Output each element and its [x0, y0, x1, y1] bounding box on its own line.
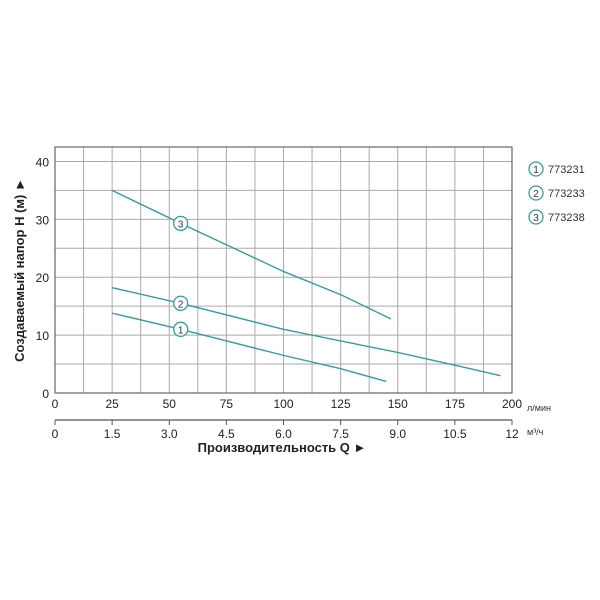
x2-tick-label: 1.5 — [104, 427, 121, 441]
curve-marker-number: 2 — [178, 299, 184, 310]
y-tick-label: 30 — [36, 213, 50, 227]
x2-tick-label: 3.0 — [161, 427, 178, 441]
curve-773233 — [111, 286, 501, 377]
y-tick-label: 0 — [42, 387, 49, 401]
x2-tick-label: 7.5 — [332, 427, 349, 441]
x2-tick-label: 12 — [505, 427, 519, 441]
legend-marker-number: 1 — [533, 165, 539, 176]
x-tick-label: 25 — [105, 397, 119, 411]
curves: 1 2 3 — [111, 189, 501, 383]
x2-tick-label: 4.5 — [218, 427, 235, 441]
x2-tick-label: 9.0 — [389, 427, 406, 441]
legend-marker-circle — [528, 209, 544, 225]
y-axis-label: Создаваемый напор H (м) ► — [12, 178, 27, 362]
y-tick-label: 20 — [36, 271, 50, 285]
plot-frame — [54, 146, 513, 394]
x2-tick-label: 6.0 — [275, 427, 292, 441]
curve-773238 — [111, 189, 392, 320]
curve-773231 — [111, 312, 387, 383]
curve-marker-number: 1 — [178, 325, 184, 336]
x-tick-label: 150 — [388, 397, 408, 411]
x2-tick-label: 10.5 — [443, 427, 467, 441]
legend-entry: 773231 — [548, 164, 585, 176]
legend-entry: 773238 — [548, 212, 585, 224]
x-tick-label: 100 — [273, 397, 293, 411]
y-tick-label: 10 — [36, 329, 50, 343]
legend-entry: 773233 — [548, 188, 585, 200]
grid — [54, 146, 513, 421]
y-tick-label: 40 — [36, 155, 50, 169]
legend-marker-number: 2 — [533, 189, 539, 200]
legend: 1 773231 2 773233 3 773238 — [528, 161, 585, 225]
curve-marker-circle — [173, 295, 189, 311]
x-tick-label: 175 — [445, 397, 465, 411]
tick-labels: 00251.5503.0754.51006.01257.51509.017510… — [36, 155, 523, 441]
legend-marker-circle — [528, 161, 544, 177]
legend-marker-number: 3 — [533, 213, 539, 224]
x-tick-label: 125 — [331, 397, 351, 411]
x-unit-label: л/мин — [527, 403, 551, 413]
legend-marker-circle — [528, 185, 544, 201]
x2-tick-label: 0 — [52, 427, 59, 441]
x-axis-label: Производительность Q ► — [198, 440, 367, 455]
x-tick-label: 0 — [52, 397, 59, 411]
curve-marker-circle — [173, 215, 189, 232]
curve-marker-number: 3 — [178, 219, 184, 230]
x2-unit-label: м³/ч — [527, 427, 544, 437]
x-tick-label: 200 — [502, 397, 522, 411]
curve-marker-circle — [173, 321, 189, 337]
x-tick-label: 50 — [163, 397, 177, 411]
x-tick-label: 75 — [220, 397, 234, 411]
